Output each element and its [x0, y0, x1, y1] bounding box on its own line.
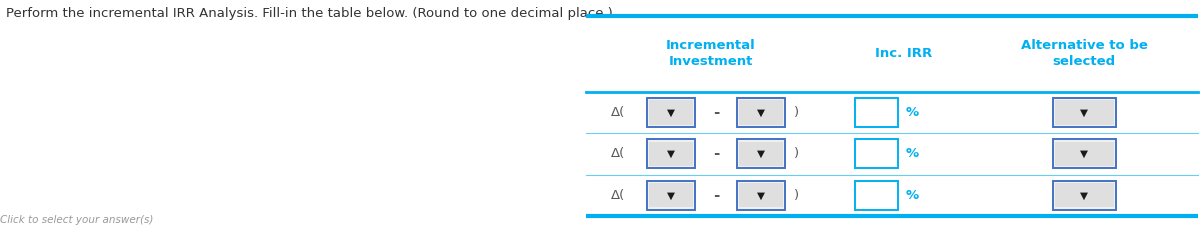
Bar — [649, 142, 692, 166]
Text: -: - — [713, 105, 719, 120]
Text: ): ) — [794, 189, 799, 202]
Text: ▼: ▼ — [667, 190, 674, 200]
Bar — [1055, 183, 1114, 207]
Text: Click to select your answer(s): Click to select your answer(s) — [0, 215, 154, 225]
Bar — [647, 98, 695, 127]
Text: -: - — [713, 188, 719, 203]
Bar — [739, 142, 784, 166]
Bar — [1052, 140, 1116, 168]
Text: Incremental
Investment: Incremental Investment — [666, 39, 756, 68]
Bar — [647, 140, 695, 168]
Bar — [739, 100, 784, 125]
Bar — [738, 181, 785, 210]
Bar — [856, 140, 899, 168]
Text: ): ) — [794, 106, 799, 119]
Text: ▼: ▼ — [1080, 108, 1088, 117]
Text: %: % — [905, 189, 918, 202]
Text: ▼: ▼ — [1080, 190, 1088, 200]
Bar — [1052, 98, 1116, 127]
Bar — [649, 183, 692, 207]
Text: ▼: ▼ — [667, 108, 674, 117]
Text: %: % — [905, 147, 918, 160]
Text: ▼: ▼ — [1080, 149, 1088, 159]
Text: %: % — [905, 106, 918, 119]
Text: Δ(: Δ( — [611, 106, 625, 119]
Bar — [647, 181, 695, 210]
Text: ▼: ▼ — [757, 108, 766, 117]
Bar — [738, 140, 785, 168]
Bar — [856, 181, 899, 210]
Bar — [649, 100, 692, 125]
Text: Inc. IRR: Inc. IRR — [875, 47, 932, 60]
Bar — [1055, 100, 1114, 125]
Text: Alternative to be
selected: Alternative to be selected — [1021, 39, 1148, 68]
Text: ▼: ▼ — [667, 149, 674, 159]
Bar — [738, 98, 785, 127]
Bar — [1052, 181, 1116, 210]
Text: Δ(: Δ( — [611, 189, 625, 202]
Bar — [739, 183, 784, 207]
Bar — [1055, 142, 1114, 166]
Bar — [856, 98, 899, 127]
Text: ): ) — [794, 147, 799, 160]
Text: Perform the incremental IRR Analysis. Fill-in the table below. (Round to one dec: Perform the incremental IRR Analysis. Fi… — [6, 7, 613, 20]
Text: Δ(: Δ( — [611, 147, 625, 160]
Text: ▼: ▼ — [757, 190, 766, 200]
Text: -: - — [713, 146, 719, 161]
Text: ▼: ▼ — [757, 149, 766, 159]
